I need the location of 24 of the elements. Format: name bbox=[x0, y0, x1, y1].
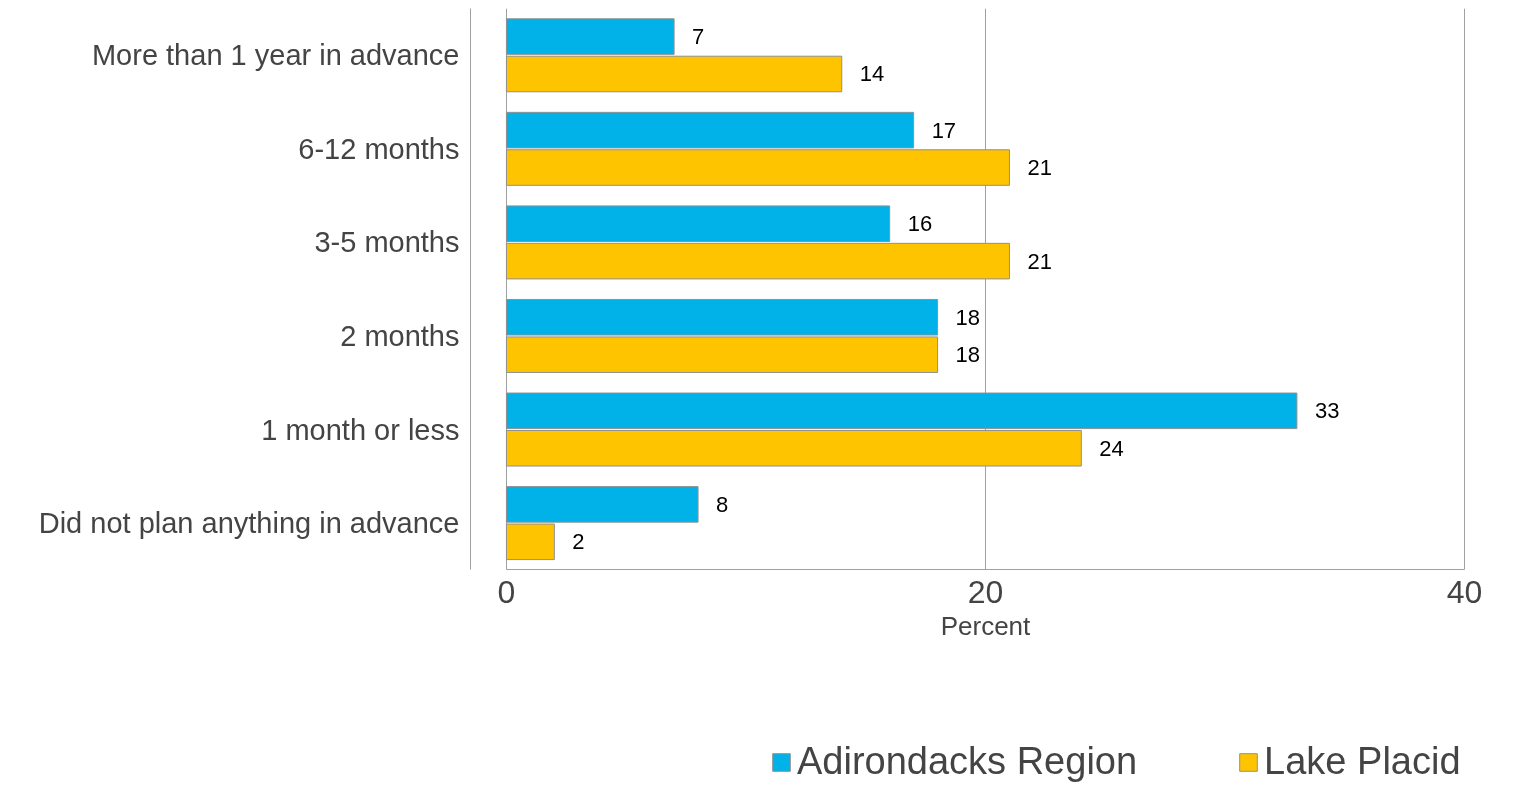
data-label: 21 bbox=[1027, 248, 1052, 274]
x-tick-label: 40 bbox=[1446, 573, 1483, 610]
y-tick-label: 3-5 months bbox=[314, 226, 460, 259]
y-tick-label: 2 months bbox=[340, 319, 460, 352]
data-label: 7 bbox=[692, 24, 705, 50]
y-tick-label: Did not plan anything in advance bbox=[38, 507, 460, 540]
data-label: 18 bbox=[955, 342, 981, 368]
data-label: 2 bbox=[572, 529, 585, 555]
y-tick-label: 6-12 months bbox=[298, 132, 460, 165]
data-label: 24 bbox=[1099, 435, 1124, 461]
legend-label: Adirondacks Region bbox=[797, 740, 1138, 783]
data-label: 16 bbox=[907, 211, 933, 237]
legend-label: Lake Placid bbox=[1264, 740, 1461, 783]
data-label: 18 bbox=[955, 304, 981, 330]
x-tick-label: 20 bbox=[967, 573, 1004, 610]
data-label: 33 bbox=[1314, 398, 1340, 424]
data-label: 8 bbox=[716, 491, 729, 517]
y-tick-label: More than 1 year in advance bbox=[91, 39, 460, 72]
x-axis-title: Percent bbox=[940, 610, 1032, 641]
data-label: 14 bbox=[859, 61, 885, 87]
data-label: 21 bbox=[1027, 155, 1052, 181]
x-tick-label: 0 bbox=[497, 573, 516, 610]
data-label: 17 bbox=[931, 117, 957, 143]
y-tick-label: 1 month or less bbox=[261, 413, 460, 446]
